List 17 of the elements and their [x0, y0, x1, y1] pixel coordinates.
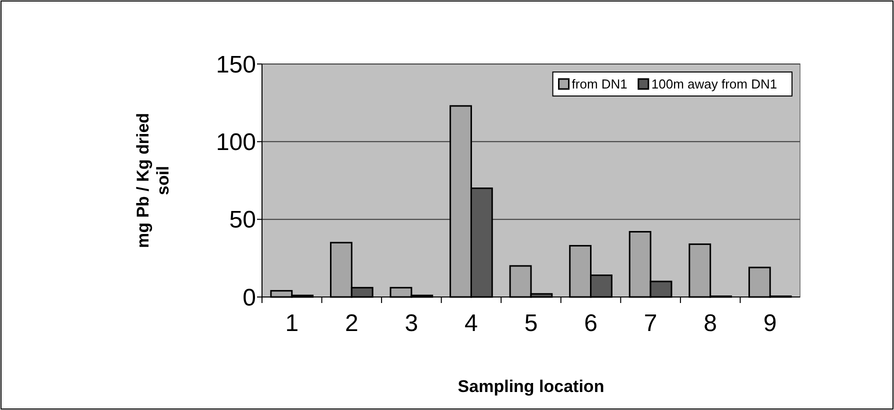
- x-tick-label: 8: [704, 310, 718, 337]
- x-tick-label: 1: [285, 310, 299, 337]
- x-tick-label: 9: [763, 310, 777, 337]
- x-tick-label: 4: [464, 310, 478, 337]
- x-axis-title: Sampling location: [458, 377, 604, 396]
- x-tick-label: 6: [584, 310, 598, 337]
- y-tick-label: 150: [216, 51, 256, 78]
- y-axis-title: mg Pb / Kg dried soil: [133, 112, 173, 248]
- x-tick-label: 3: [404, 310, 418, 337]
- y-tick-label: 50: [229, 206, 256, 234]
- y-tick-label: 0: [242, 284, 256, 312]
- legend-label: 100m away from DN1: [651, 76, 778, 92]
- y-tick-label: 100: [216, 129, 256, 156]
- x-tick-label: 7: [644, 310, 658, 337]
- x-tick-label: 5: [524, 310, 538, 337]
- legend-label: from DN1: [572, 76, 628, 92]
- x-tick-label: 2: [344, 310, 358, 337]
